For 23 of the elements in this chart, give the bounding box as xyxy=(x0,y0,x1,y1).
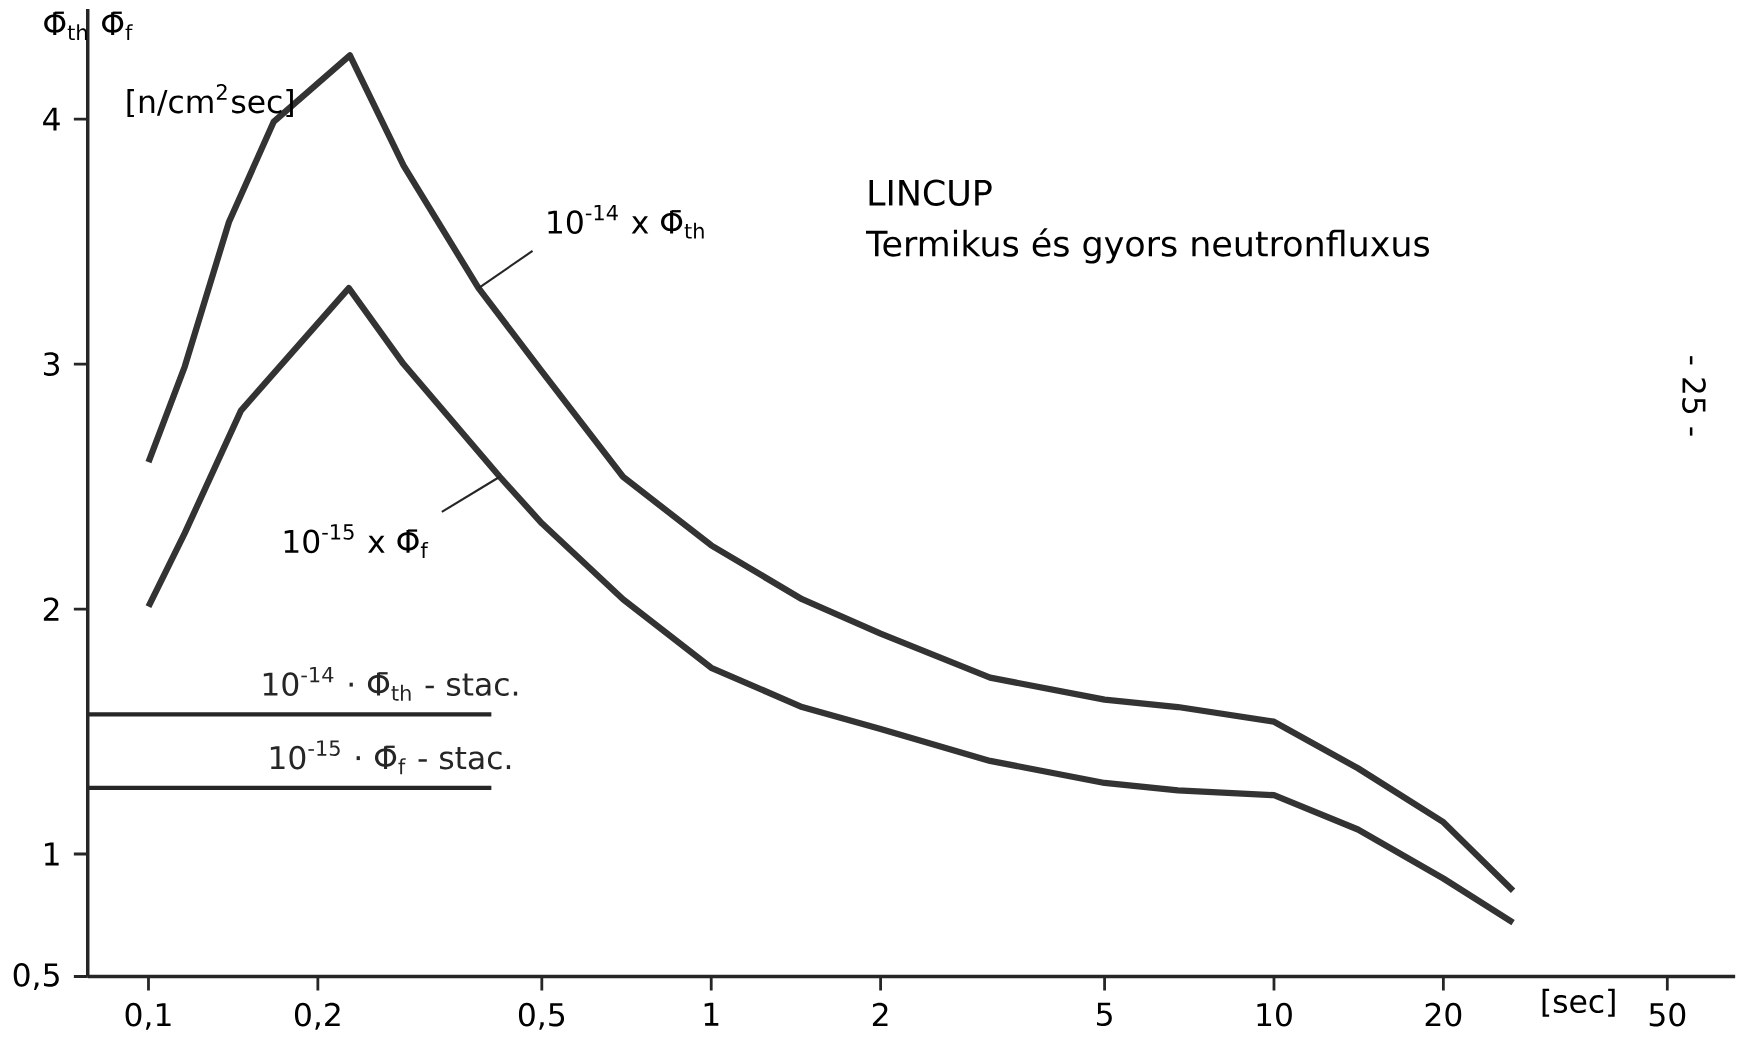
y-tick-label: 1 xyxy=(45,842,59,866)
x-tick-label: 1 xyxy=(704,1002,719,1026)
text: 10$^{-14}$ x Φ̄$_{th}$ xyxy=(548,204,704,239)
x-tick-label: 20 xyxy=(1425,1002,1462,1027)
y-tick-label: 0,5 xyxy=(13,962,59,990)
x-axis-title: [sec] xyxy=(1542,988,1615,1017)
x-tick-label: 0,5 xyxy=(518,1002,565,1030)
text: Termikus és gyors neutronfluxus xyxy=(866,228,1429,264)
x-tick-label: 2 xyxy=(872,1002,888,1026)
y-tick-label: 3 xyxy=(43,352,60,376)
ref-line-label: 10$^{-14}$ · Φ̄$_{th}$ - stac. xyxy=(263,666,518,701)
x-tick-label: 0,1 xyxy=(125,1002,171,1030)
annotation: [n/cm$^{2}$sec] xyxy=(127,83,293,117)
annotation: - 25 - xyxy=(1682,356,1706,436)
text: 10$^{-15}$ x Φ̄$_{f}$ xyxy=(284,524,429,558)
y-tick-label: 4 xyxy=(43,107,60,131)
ref-line-label: 10$^{-15}$ · Φ̄$_{f}$ - stac. xyxy=(270,740,511,774)
x-tick-label: 50 xyxy=(1649,1002,1686,1027)
x-tick-label: 10 xyxy=(1257,1002,1292,1027)
x-tick-label: 5 xyxy=(1096,1002,1112,1026)
y-tick-label: 2 xyxy=(43,597,59,621)
text: LINCUP xyxy=(869,179,992,206)
x-tick-label: 0,2 xyxy=(294,1002,340,1030)
